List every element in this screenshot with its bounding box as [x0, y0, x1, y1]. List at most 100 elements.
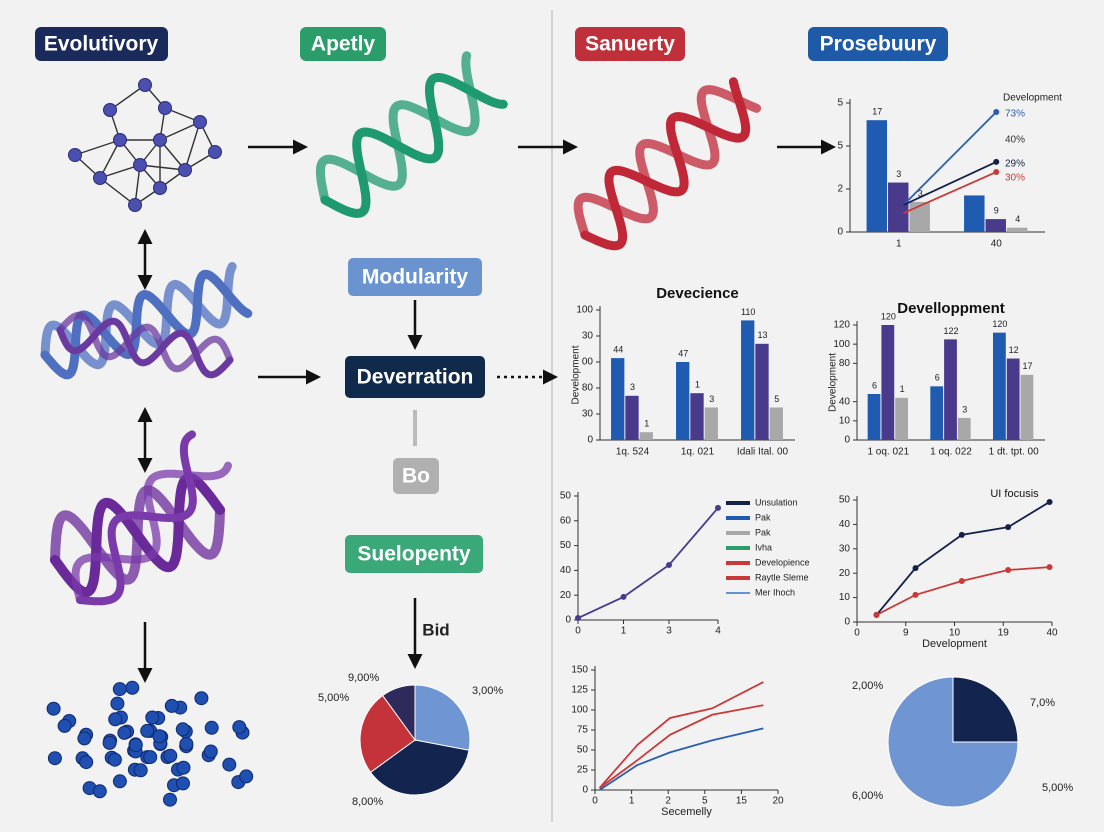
bond — [159, 121, 201, 141]
bar — [690, 393, 704, 440]
label: Apetly — [311, 33, 376, 56]
sphere — [203, 744, 218, 759]
sphere — [108, 712, 123, 727]
sphere — [47, 751, 62, 766]
x-tick-label: 2 — [665, 796, 671, 807]
chart: 0 30 80 00 30 100 Devecience Development 1q. 524… — [571, 285, 795, 458]
point — [958, 531, 965, 538]
bar-label: 3 — [962, 404, 967, 414]
line — [903, 171, 997, 214]
x-tick-label: 0 — [592, 796, 598, 807]
y-tick-label: 80 — [582, 383, 594, 394]
sphere — [163, 792, 177, 807]
y-tick-label: 125 — [571, 685, 588, 696]
bar — [769, 407, 783, 440]
sphere — [164, 698, 179, 713]
bar-label: 17 — [872, 107, 882, 117]
y-tick-label: 120 — [833, 320, 850, 331]
bar — [625, 395, 639, 440]
point — [1005, 567, 1012, 574]
illustrations — [40, 51, 762, 807]
sphere — [46, 701, 61, 716]
bar — [1006, 227, 1028, 232]
bar — [881, 325, 895, 440]
helix-strand — [50, 485, 225, 585]
line — [875, 501, 1051, 616]
y-tick-label: 60 — [560, 515, 572, 526]
bar — [895, 397, 909, 440]
sphere — [92, 784, 107, 799]
bar — [992, 332, 1006, 440]
atom — [193, 115, 207, 129]
pill — [345, 535, 483, 573]
legend-label: Pak — [755, 527, 771, 537]
bar-label: 110 — [741, 307, 755, 317]
atom — [113, 133, 127, 147]
pill — [300, 27, 386, 61]
point — [873, 611, 880, 618]
y-tick-label: 30 — [839, 543, 851, 554]
legend-label: Unsulation — [755, 497, 798, 507]
x-tick-label: 4 — [715, 626, 721, 637]
sphere — [176, 760, 191, 775]
helix-strand — [573, 85, 762, 240]
bar — [867, 394, 881, 440]
x-tick-label: 5 — [702, 796, 708, 807]
bar — [1006, 358, 1020, 440]
y-tick-label: 50 — [560, 491, 572, 502]
labels: Evolutivory Apetly Sanuerty Prosebuury M… — [35, 27, 948, 639]
bar — [866, 120, 888, 232]
pill — [808, 27, 948, 61]
x-tick-label: 0 — [854, 628, 860, 639]
point — [912, 565, 919, 572]
line — [599, 727, 764, 791]
x-tick-label: 1q. 021 — [681, 447, 715, 458]
point — [912, 591, 919, 598]
bar-label: 1 — [644, 419, 649, 429]
pie-slice — [381, 684, 416, 742]
y-tick-label: 80 — [839, 358, 851, 369]
bar-label: 13 — [757, 330, 767, 340]
bond — [99, 139, 121, 179]
x-tick-label: 1 oq. 021 — [867, 447, 909, 458]
sphere — [112, 774, 127, 789]
pill — [345, 356, 485, 398]
y-tick-label: 40 — [560, 565, 572, 576]
label: Deverration — [357, 366, 474, 389]
x-tick-label: 1 oq. 022 — [930, 447, 972, 458]
sphere — [117, 725, 132, 740]
y-tick-label: 20 — [839, 568, 851, 579]
y-tick-label: 25 — [577, 765, 589, 776]
y-tick-label: 30 — [582, 331, 594, 342]
bond — [99, 164, 141, 179]
helix-strand — [580, 77, 751, 251]
pie-label: 5,00% — [318, 692, 349, 704]
x-axis-label: Development — [922, 638, 987, 650]
y-tick-label: 100 — [576, 305, 593, 316]
pie-slice — [369, 739, 470, 796]
sphere — [102, 735, 117, 750]
bar-label: 3 — [896, 169, 901, 179]
sphere — [163, 748, 178, 763]
annotation: 29% — [1005, 159, 1025, 170]
bar-label: 1 — [900, 384, 905, 394]
x-tick-label: 3 — [666, 626, 672, 637]
x-axis-label: Secemelly — [661, 806, 712, 818]
bar-label: 3 — [630, 382, 635, 392]
helix-strand — [320, 73, 508, 218]
pie-slice — [952, 676, 1019, 743]
bond — [109, 84, 146, 111]
x-tick-label: 40 — [1046, 628, 1058, 639]
pill — [35, 27, 168, 61]
chart: 0 10 20 30 40 50 UI focusis Development 0 9 10 19 40 — [839, 488, 1058, 650]
atom — [208, 145, 222, 159]
chart: 0 20 40 50 60 50 0 1 3 4 Unsulation Pak Pak Ivha Devel… — [560, 491, 810, 637]
sphere — [176, 776, 190, 791]
pie-slice — [359, 694, 416, 774]
chart-title: Develloppment — [897, 300, 1005, 317]
pill — [393, 458, 439, 494]
helix-strand — [56, 311, 234, 373]
chart-title: Devecience — [656, 285, 739, 302]
y-tick-label: 10 — [839, 592, 851, 603]
